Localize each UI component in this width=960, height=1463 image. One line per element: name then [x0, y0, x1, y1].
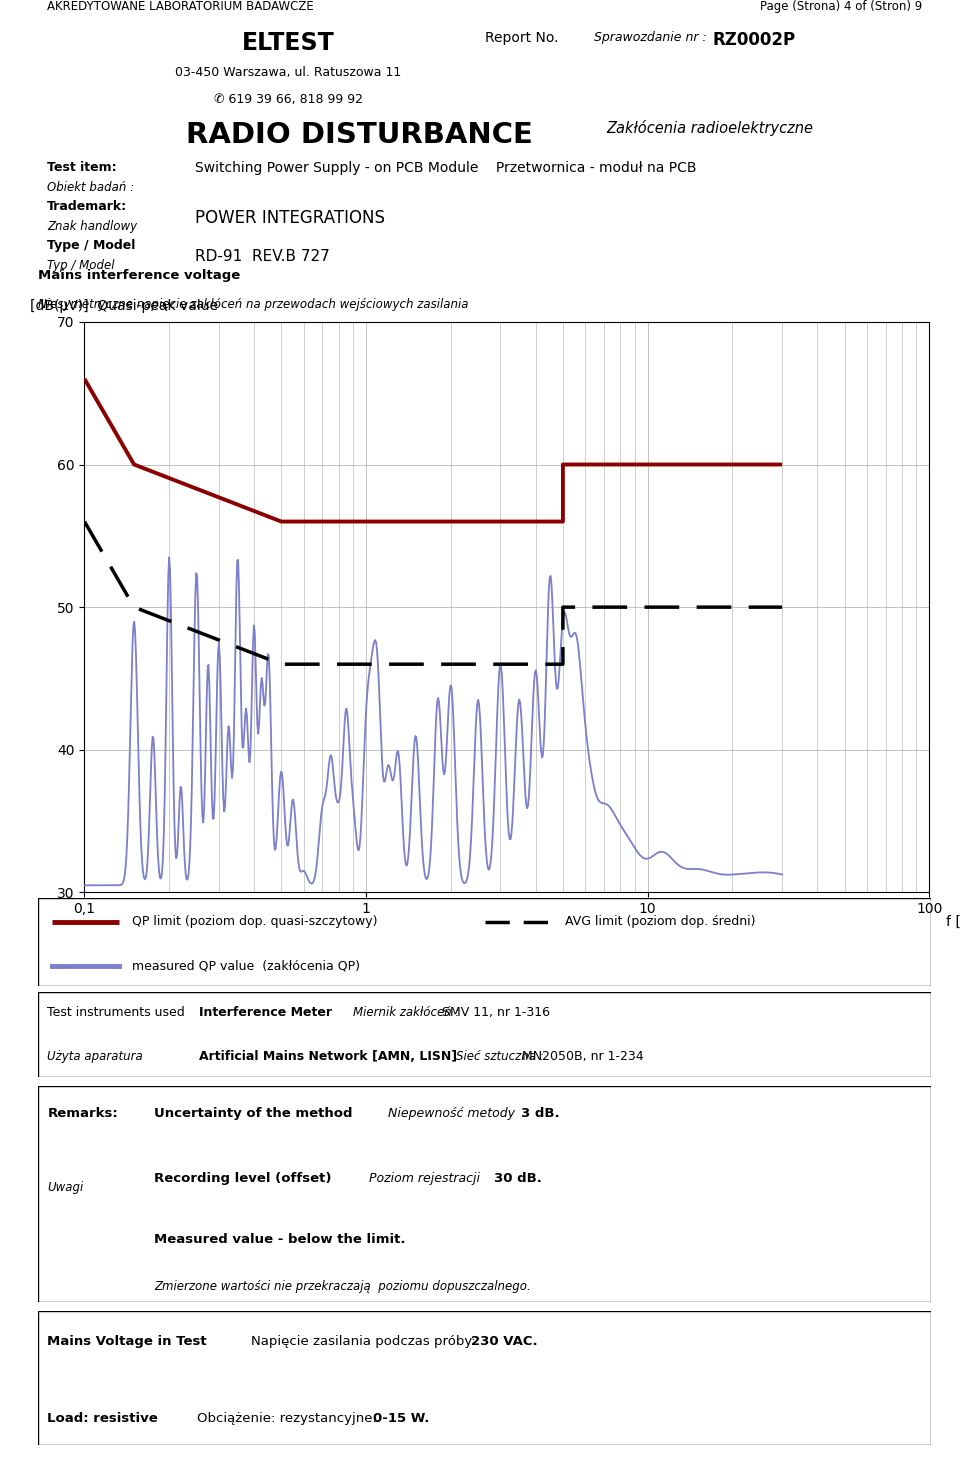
Text: POWER INTEGRATIONS: POWER INTEGRATIONS [195, 209, 385, 227]
Text: Uwagi: Uwagi [47, 1181, 84, 1194]
Text: Recording level (offset): Recording level (offset) [155, 1172, 337, 1185]
Text: Użyta aparatura: Użyta aparatura [47, 1050, 143, 1064]
Text: MN2050B, nr 1-234: MN2050B, nr 1-234 [522, 1050, 644, 1064]
Text: Zakłócenia radioelektryczne: Zakłócenia radioelektryczne [606, 120, 813, 136]
Text: Poziom rejestracji: Poziom rejestracji [369, 1172, 488, 1185]
Text: 0-15 W.: 0-15 W. [373, 1412, 429, 1425]
Text: Artificial Mains Network [AMN, LISN]: Artificial Mains Network [AMN, LISN] [199, 1050, 457, 1064]
Text: QP limit (poziom dop. quasi-szczytowy): QP limit (poziom dop. quasi-szczytowy) [132, 916, 377, 929]
Text: 30 dB.: 30 dB. [493, 1172, 541, 1185]
Text: f [MHz]: f [MHz] [947, 916, 960, 929]
Text: Uncertainty of the method: Uncertainty of the method [155, 1107, 357, 1121]
Text: 3 dB.: 3 dB. [520, 1107, 559, 1121]
Text: Zmierzone wartości nie przekraczają  poziomu dopuszczalnego.: Zmierzone wartości nie przekraczają pozi… [155, 1280, 531, 1293]
Text: Trademark:: Trademark: [47, 200, 128, 212]
Text: SMV 11, nr 1-316: SMV 11, nr 1-316 [442, 1005, 550, 1018]
Text: 230 VAC.: 230 VAC. [471, 1336, 538, 1347]
Text: measured QP value  (zakłócenia QP): measured QP value (zakłócenia QP) [132, 960, 360, 973]
Text: ✆ 619 39 66, 818 99 92: ✆ 619 39 66, 818 99 92 [214, 94, 363, 105]
Text: Miernik zakłóceń :: Miernik zakłóceń : [352, 1005, 459, 1018]
Text: AVG limit (poziom dop. średni): AVG limit (poziom dop. średni) [565, 916, 756, 929]
Text: Obiekt badań :: Obiekt badań : [47, 181, 134, 195]
Text: Page (Strona) 4 of (Stron) 9: Page (Strona) 4 of (Stron) 9 [760, 0, 923, 13]
Text: RD-91  REV.B 727: RD-91 REV.B 727 [195, 249, 329, 263]
Text: 03-450 Warszawa, ul. Ratuszowa 11: 03-450 Warszawa, ul. Ratuszowa 11 [176, 66, 401, 79]
Text: RZ0002P: RZ0002P [712, 31, 796, 48]
Text: Load: resistive: Load: resistive [47, 1412, 162, 1425]
Text: [dB(μV)]  Quasi-peak value: [dB(μV)] Quasi-peak value [30, 300, 218, 313]
Text: Report No.: Report No. [485, 31, 559, 45]
Text: Mains interference voltage: Mains interference voltage [38, 269, 241, 282]
Text: Test item:: Test item: [47, 161, 117, 174]
Text: Switching Power Supply - on PCB Module    Przetwornica - moduł na PCB: Switching Power Supply - on PCB Module P… [195, 161, 696, 174]
Text: Measured value - below the limit.: Measured value - below the limit. [155, 1233, 406, 1246]
Text: Remarks:: Remarks: [47, 1107, 118, 1121]
Text: Niepewność metody: Niepewność metody [389, 1107, 523, 1121]
Text: Znak handlowy: Znak handlowy [47, 219, 137, 233]
Text: Obciążenie: rezystancyjne:: Obciążenie: rezystancyjne: [198, 1412, 386, 1425]
Text: Typ / Model: Typ / Model [47, 259, 115, 272]
Text: Interference Meter: Interference Meter [199, 1005, 332, 1018]
Text: ELTEST: ELTEST [242, 31, 335, 54]
Text: Sieć sztuczna :: Sieć sztuczna : [456, 1050, 544, 1064]
Text: Type / Model: Type / Model [47, 238, 135, 252]
Text: Sprawozdanie nr :: Sprawozdanie nr : [593, 31, 707, 44]
Text: Mains Voltage in Test: Mains Voltage in Test [47, 1336, 216, 1347]
Text: Niesymetryczne napięcie zakłóceń na przewodach wejściowych zasilania: Niesymetryczne napięcie zakłóceń na prze… [38, 298, 468, 312]
Text: RADIO DISTURBANCE: RADIO DISTURBANCE [186, 121, 533, 149]
Text: Test instruments used: Test instruments used [47, 1005, 185, 1018]
Text: Napięcie zasilania podczas próby:: Napięcie zasilania podczas próby: [251, 1336, 480, 1347]
Text: AKREDYTOWANE LABORATORIUM BADAWCZE: AKREDYTOWANE LABORATORIUM BADAWCZE [47, 0, 314, 13]
